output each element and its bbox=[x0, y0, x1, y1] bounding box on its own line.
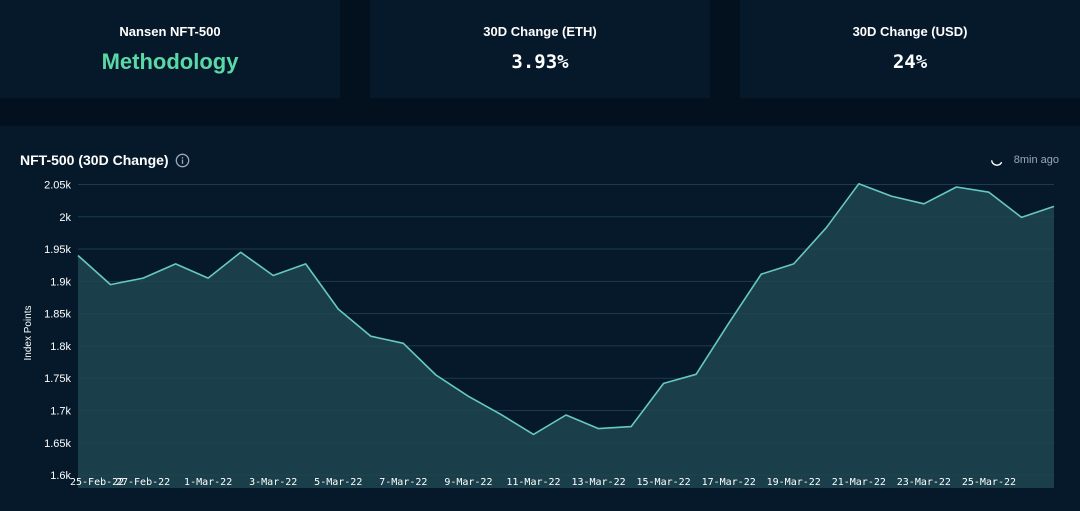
x-tick-label: 13-Mar-22 bbox=[571, 477, 625, 488]
data-point bbox=[630, 425, 632, 427]
x-tick-label: 25-Mar-22 bbox=[962, 477, 1016, 488]
last-updated: 8min ago bbox=[990, 153, 1059, 167]
data-point bbox=[793, 263, 795, 265]
index-chart: 1.6k 1.65k 1.7k 1.75k 1.8k 1.85k 1.9k 1.95k 2k 2.… bbox=[23, 179, 1055, 489]
series-line bbox=[77, 183, 1055, 436]
data-point bbox=[77, 254, 79, 256]
methodology-link[interactable]: Methodology bbox=[101, 49, 239, 74]
chart-panel: 1.6k 1.65k 1.7k 1.75k 1.8k 1.85k 1.9k 1.95k 2k 2.… bbox=[0, 126, 1080, 511]
updated-text: 8min ago bbox=[1013, 154, 1059, 166]
y-tick-label: 1.6k bbox=[50, 470, 71, 482]
data-point bbox=[532, 433, 534, 435]
chart-title: NFT-500 (30D Change) bbox=[20, 152, 169, 168]
x-tick-label: 17-Mar-22 bbox=[702, 477, 756, 488]
chart-header: NFT-500 (30D Change) bbox=[20, 152, 190, 168]
y-tick-label: 1.9k bbox=[50, 276, 71, 288]
data-point bbox=[500, 413, 502, 415]
data-point bbox=[858, 183, 860, 185]
data-point bbox=[305, 263, 307, 265]
x-tick-label: 23-Mar-22 bbox=[897, 477, 951, 488]
y-tick-label: 1.8k bbox=[50, 341, 71, 353]
data-point bbox=[435, 374, 437, 376]
data-point bbox=[988, 191, 990, 193]
data-point bbox=[272, 274, 274, 276]
y-tick-label: 1.65k bbox=[44, 438, 71, 450]
spinner-icon bbox=[990, 160, 1002, 166]
card-title: Nansen NFT-500 bbox=[119, 24, 221, 39]
y-tick-label: 1.75k bbox=[44, 373, 71, 385]
data-point bbox=[597, 427, 599, 429]
card-change-usd: 30D Change (USD) 24% bbox=[740, 0, 1080, 98]
data-point bbox=[370, 335, 372, 337]
x-tick-label: 19-Mar-22 bbox=[767, 477, 821, 488]
change-eth-value: 3.93% bbox=[511, 51, 569, 73]
card-index-name: Nansen NFT-500 Methodology bbox=[0, 0, 340, 98]
data-point bbox=[760, 273, 762, 275]
x-tick-label: 21-Mar-22 bbox=[832, 477, 886, 488]
change-usd-value: 24% bbox=[892, 51, 928, 73]
x-tick-label: 7-Mar-22 bbox=[379, 477, 427, 488]
data-point bbox=[825, 227, 827, 229]
x-tick-label: 5-Mar-22 bbox=[314, 477, 362, 488]
data-point bbox=[727, 322, 729, 324]
x-tick-label: 11-Mar-22 bbox=[506, 477, 560, 488]
y-axis-label: Index Points bbox=[23, 305, 34, 360]
x-tick-label: 15-Mar-22 bbox=[637, 477, 691, 488]
data-point bbox=[1020, 216, 1022, 218]
x-tick-label: 25-Feb-22 bbox=[70, 477, 124, 488]
y-tick-label: 1.95k bbox=[44, 244, 71, 256]
data-point bbox=[402, 342, 404, 344]
data-point bbox=[923, 203, 925, 205]
data-point bbox=[662, 382, 664, 384]
y-tick-label: 2k bbox=[59, 212, 71, 224]
y-tick-label: 2.05k bbox=[44, 179, 71, 191]
data-point bbox=[565, 414, 567, 416]
data-point bbox=[1053, 205, 1055, 207]
data-point bbox=[955, 186, 957, 188]
card-title: 30D Change (USD) bbox=[852, 24, 968, 39]
data-point bbox=[337, 308, 339, 310]
data-point bbox=[142, 277, 144, 279]
data-point bbox=[109, 283, 111, 285]
card-change-eth: 30D Change (ETH) 3.93% bbox=[370, 0, 710, 98]
data-point bbox=[695, 373, 697, 375]
series-area bbox=[78, 183, 1054, 489]
x-tick-label: 27-Feb-22 bbox=[116, 477, 170, 488]
x-tick-label: 1-Mar-22 bbox=[184, 477, 232, 488]
info-icon[interactable] bbox=[175, 153, 190, 168]
y-tick-label: 1.85k bbox=[44, 309, 71, 321]
data-point bbox=[467, 395, 469, 397]
card-title: 30D Change (ETH) bbox=[483, 24, 597, 39]
x-tick-label: 9-Mar-22 bbox=[444, 477, 492, 488]
data-point bbox=[890, 195, 892, 197]
x-tick-label: 3-Mar-22 bbox=[249, 477, 297, 488]
data-point bbox=[207, 277, 209, 279]
y-tick-label: 1.7k bbox=[50, 406, 71, 418]
data-point bbox=[239, 251, 241, 253]
data-point bbox=[174, 263, 176, 265]
